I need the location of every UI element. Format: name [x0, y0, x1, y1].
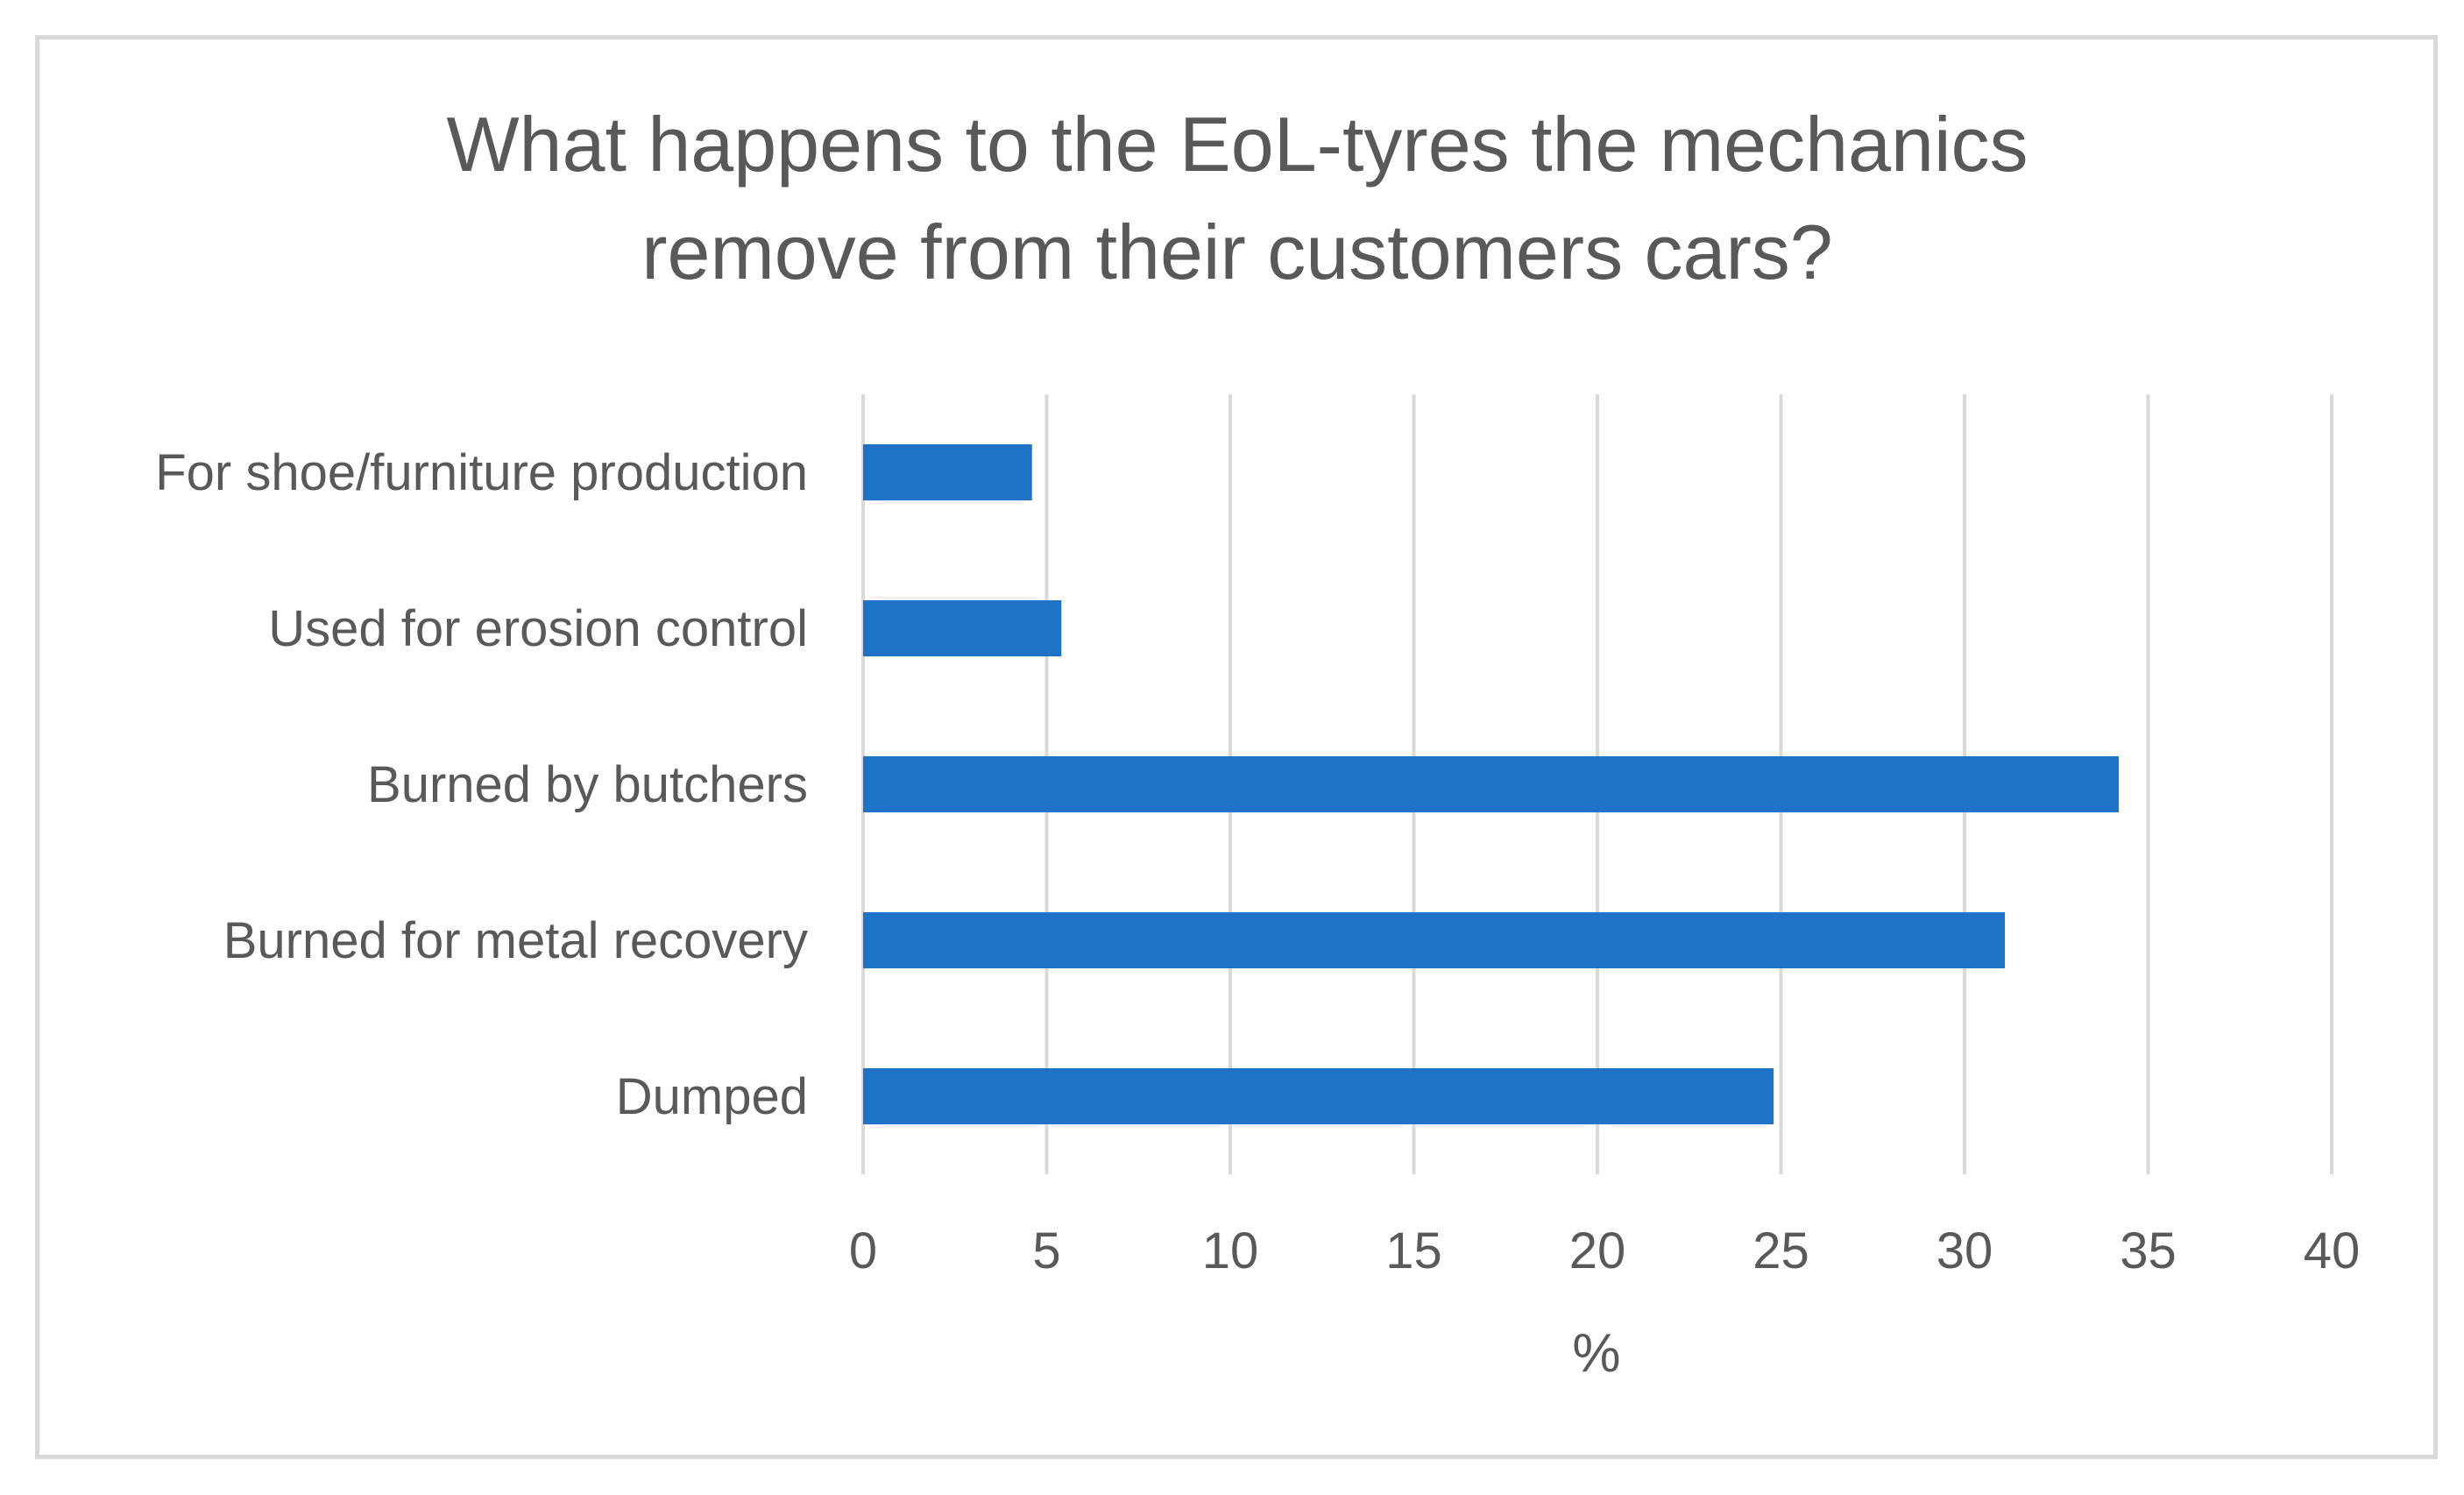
category-label-0: For shoe/furniture production [155, 444, 808, 501]
chart-title-line-1: What happens to the EoL-tyres the mechan… [447, 101, 2029, 188]
x-tick-label-20: 20 [1569, 1222, 1626, 1279]
x-tick-label-15: 15 [1385, 1222, 1442, 1279]
x-tick-labels: 0 5 10 15 20 25 30 35 40 [849, 1222, 2360, 1279]
bar-0 [863, 444, 1032, 500]
category-label-3: Burned for metal recovery [223, 912, 808, 969]
x-tick-label-40: 40 [2304, 1222, 2361, 1279]
bar-2 [863, 756, 2119, 812]
x-tick-label-5: 5 [1032, 1222, 1060, 1279]
bar-3 [863, 912, 2006, 968]
x-tick-label-35: 35 [2120, 1222, 2177, 1279]
x-axis-title: % [1572, 1323, 1620, 1384]
bar-1 [863, 600, 1062, 656]
category-label-1: Used for erosion control [268, 600, 808, 657]
chart-frame [35, 35, 2438, 1459]
x-tick-label-10: 10 [1202, 1222, 1259, 1279]
chart-title: What happens to the EoL-tyres the mechan… [447, 101, 2029, 295]
bar-4 [863, 1068, 1774, 1124]
category-label-2: Burned by butchers [367, 756, 808, 813]
category-labels: For shoe/furniture production Used for er… [155, 444, 808, 1125]
x-tick-label-0: 0 [849, 1222, 877, 1279]
chart-title-line-2: remove from their customers cars? [641, 209, 1833, 295]
x-tick-label-30: 30 [1937, 1222, 1993, 1279]
bars [863, 444, 2119, 1124]
category-label-4: Dumped [616, 1068, 808, 1125]
x-tick-label-25: 25 [1752, 1222, 1809, 1279]
